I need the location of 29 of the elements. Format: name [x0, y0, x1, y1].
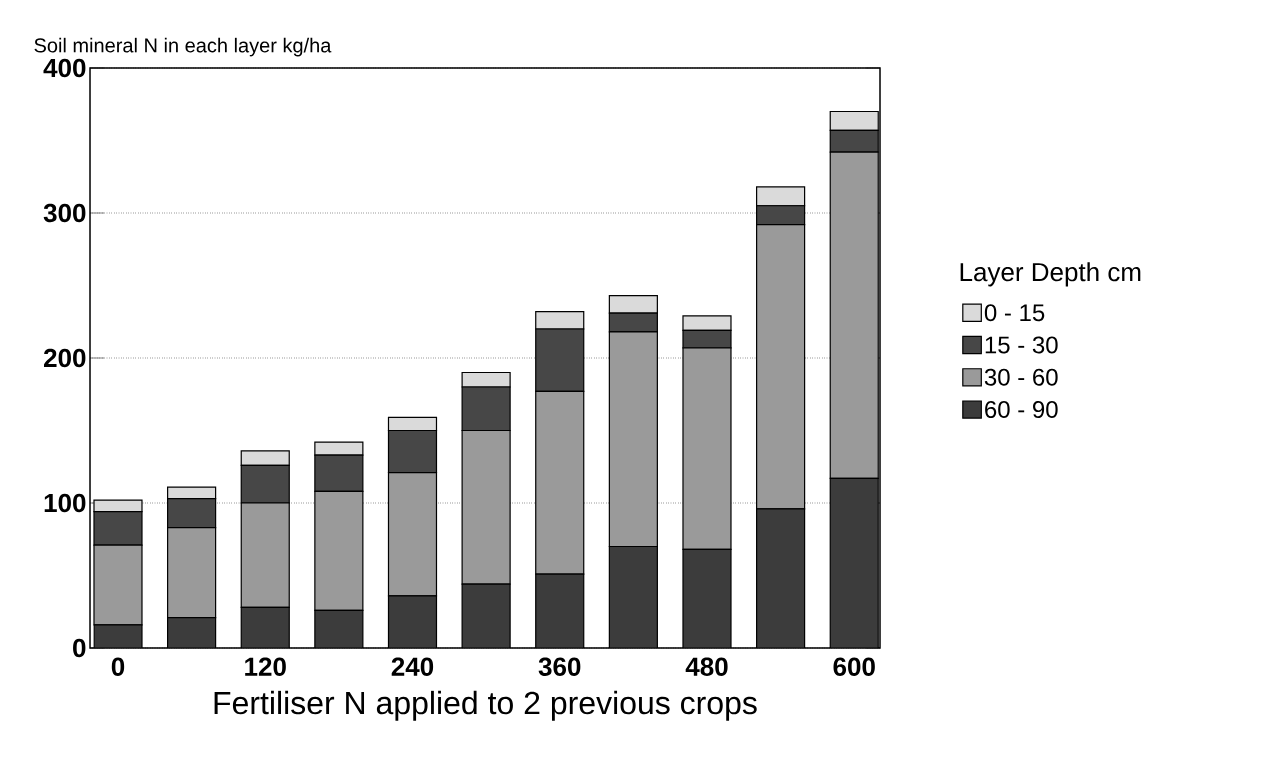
bar	[241, 607, 290, 648]
x-tick-label: 120	[245, 657, 286, 676]
bar	[756, 508, 805, 648]
x-axis-title: Fertiliser N applied to 2 previous crops	[214, 690, 757, 721]
bar	[682, 549, 731, 648]
legend-label: 0 - 15	[984, 304, 1045, 322]
y-tick-label: 100	[44, 493, 86, 513]
y-axis-title: Soil mineral N in each layer kg/ha	[34, 37, 332, 57]
legend-title: Layer Depth cm	[960, 262, 1141, 287]
legend-label: 30 - 60	[984, 368, 1058, 386]
bar	[462, 584, 511, 648]
bar	[167, 617, 216, 648]
bar	[535, 574, 584, 648]
x-tick-label: 240	[391, 657, 434, 676]
bar	[93, 624, 142, 648]
x-tick-label: 0	[111, 657, 125, 676]
bar	[829, 477, 879, 648]
bar	[609, 546, 658, 648]
y-tick-label: 200	[43, 348, 86, 368]
y-tick-label: 400	[43, 58, 86, 78]
bar	[388, 595, 437, 648]
bar	[314, 610, 363, 648]
legend-label: 60 - 90	[985, 400, 1058, 418]
x-tick-label: 600	[833, 657, 875, 676]
y-tick-label: 0	[73, 638, 86, 658]
x-tick-label: 360	[538, 657, 581, 676]
x-tick-label: 480	[685, 657, 728, 676]
legend-label: 15 - 30	[985, 336, 1058, 354]
y-tick-label: 300	[43, 203, 86, 223]
